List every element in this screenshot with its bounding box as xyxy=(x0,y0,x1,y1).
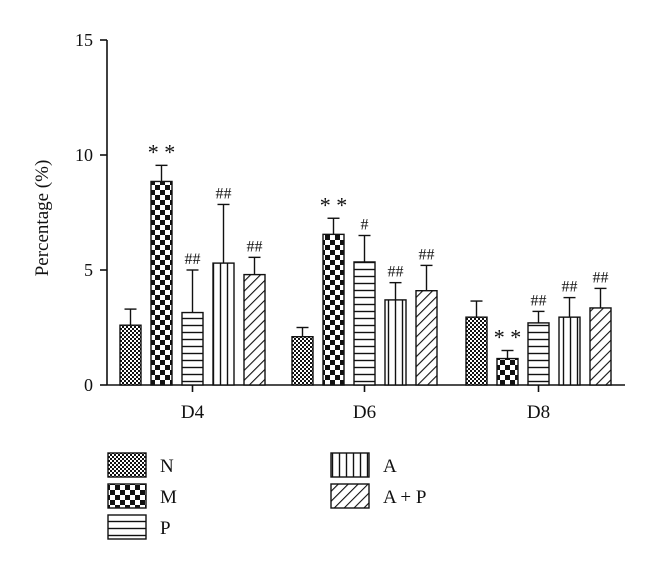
bar xyxy=(384,299,407,386)
legend-item: M xyxy=(107,483,177,509)
bar xyxy=(353,261,376,386)
y-tick-label: 10 xyxy=(75,145,93,165)
bar xyxy=(291,336,314,386)
bar xyxy=(119,324,142,386)
x-tick-label: D6 xyxy=(353,402,376,423)
legend-label: P xyxy=(160,518,171,539)
significance-label: ## xyxy=(419,246,435,263)
legend-label: A xyxy=(383,456,397,477)
bar xyxy=(465,316,488,386)
x-tick-label: D4 xyxy=(181,402,205,423)
legend-item: N xyxy=(107,452,174,478)
significance-label: * * xyxy=(494,325,522,350)
y-tick-label: 0 xyxy=(84,375,93,395)
legend-swatch xyxy=(107,452,147,478)
bar xyxy=(150,180,173,386)
bar xyxy=(415,290,438,386)
legend-swatch xyxy=(330,483,370,509)
significance-label: * * xyxy=(148,139,176,164)
legend-label: A + P xyxy=(383,487,426,508)
y-axis-label: Percentage (%) xyxy=(32,160,53,277)
significance-label: * * xyxy=(320,192,348,217)
bar xyxy=(496,357,519,386)
legend-label: M xyxy=(160,487,177,508)
bar xyxy=(589,307,612,386)
bar xyxy=(527,322,550,386)
legend-swatch xyxy=(107,483,147,509)
legend-item: A xyxy=(330,452,397,478)
significance-label: ## xyxy=(531,292,547,309)
legend-item: P xyxy=(107,514,171,540)
significance-label: # xyxy=(361,217,369,234)
bar xyxy=(243,273,266,386)
bar xyxy=(322,233,345,386)
y-tick-label: 15 xyxy=(75,30,93,50)
significance-label: ## xyxy=(216,185,232,202)
legend-label: N xyxy=(160,456,174,477)
legend-swatch xyxy=(107,514,147,540)
significance-label: ## xyxy=(562,279,578,296)
bar xyxy=(558,316,581,386)
legend-swatch xyxy=(330,452,370,478)
y-tick-label: 5 xyxy=(84,260,93,280)
significance-label: ## xyxy=(185,251,201,268)
bar xyxy=(181,311,204,386)
significance-label: ## xyxy=(247,238,263,255)
bar xyxy=(212,262,235,386)
significance-label: ## xyxy=(593,269,609,286)
significance-label: ## xyxy=(388,264,404,281)
x-tick-label: D8 xyxy=(527,402,550,423)
legend-item: A + P xyxy=(330,483,426,509)
